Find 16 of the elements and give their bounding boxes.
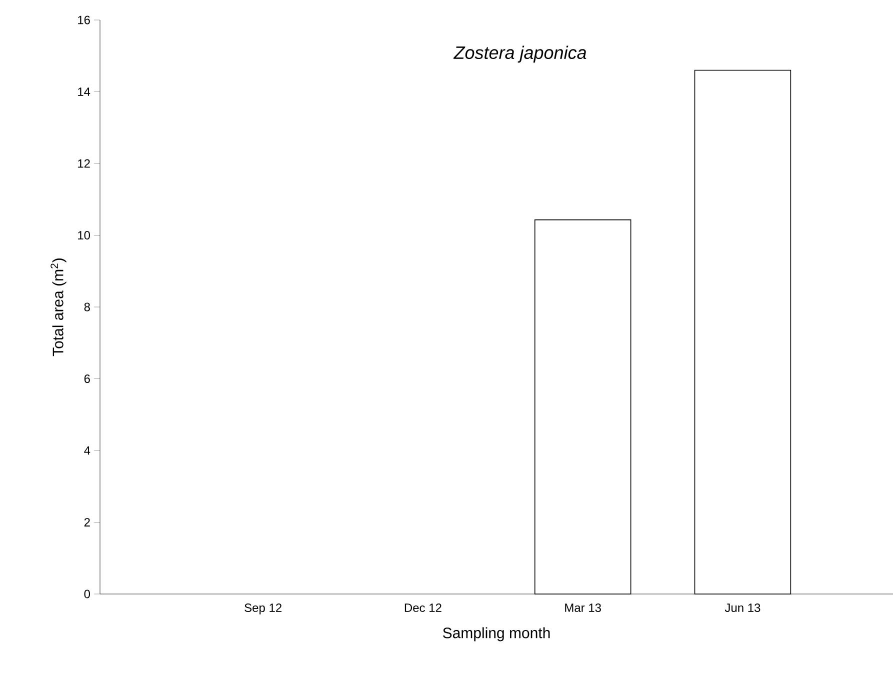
y-tick-label: 4 xyxy=(84,446,90,455)
y-tick-label: 0 xyxy=(84,590,90,598)
x-tick-label: Dec 12 xyxy=(404,604,442,612)
y-tick-label: 12 xyxy=(78,159,90,168)
x-tick-label: Mar 13 xyxy=(565,604,601,612)
y-tick-label: 8 xyxy=(84,302,90,312)
text: Zostera japonica xyxy=(453,46,586,63)
x-tick-label: Sep 12 xyxy=(244,604,282,614)
y-axis-title: Total area (m$^{2}$) xyxy=(50,258,66,356)
x-tick-label: Jun 13 xyxy=(724,604,760,612)
y-tick-label: 14 xyxy=(78,88,90,96)
y-tick-label: 2 xyxy=(84,518,90,526)
y-tick-label: 6 xyxy=(84,374,90,383)
x-axis-title: Sampling month xyxy=(442,627,550,642)
y-tick-label: 10 xyxy=(78,231,90,240)
y-tick-label: 16 xyxy=(78,16,90,24)
